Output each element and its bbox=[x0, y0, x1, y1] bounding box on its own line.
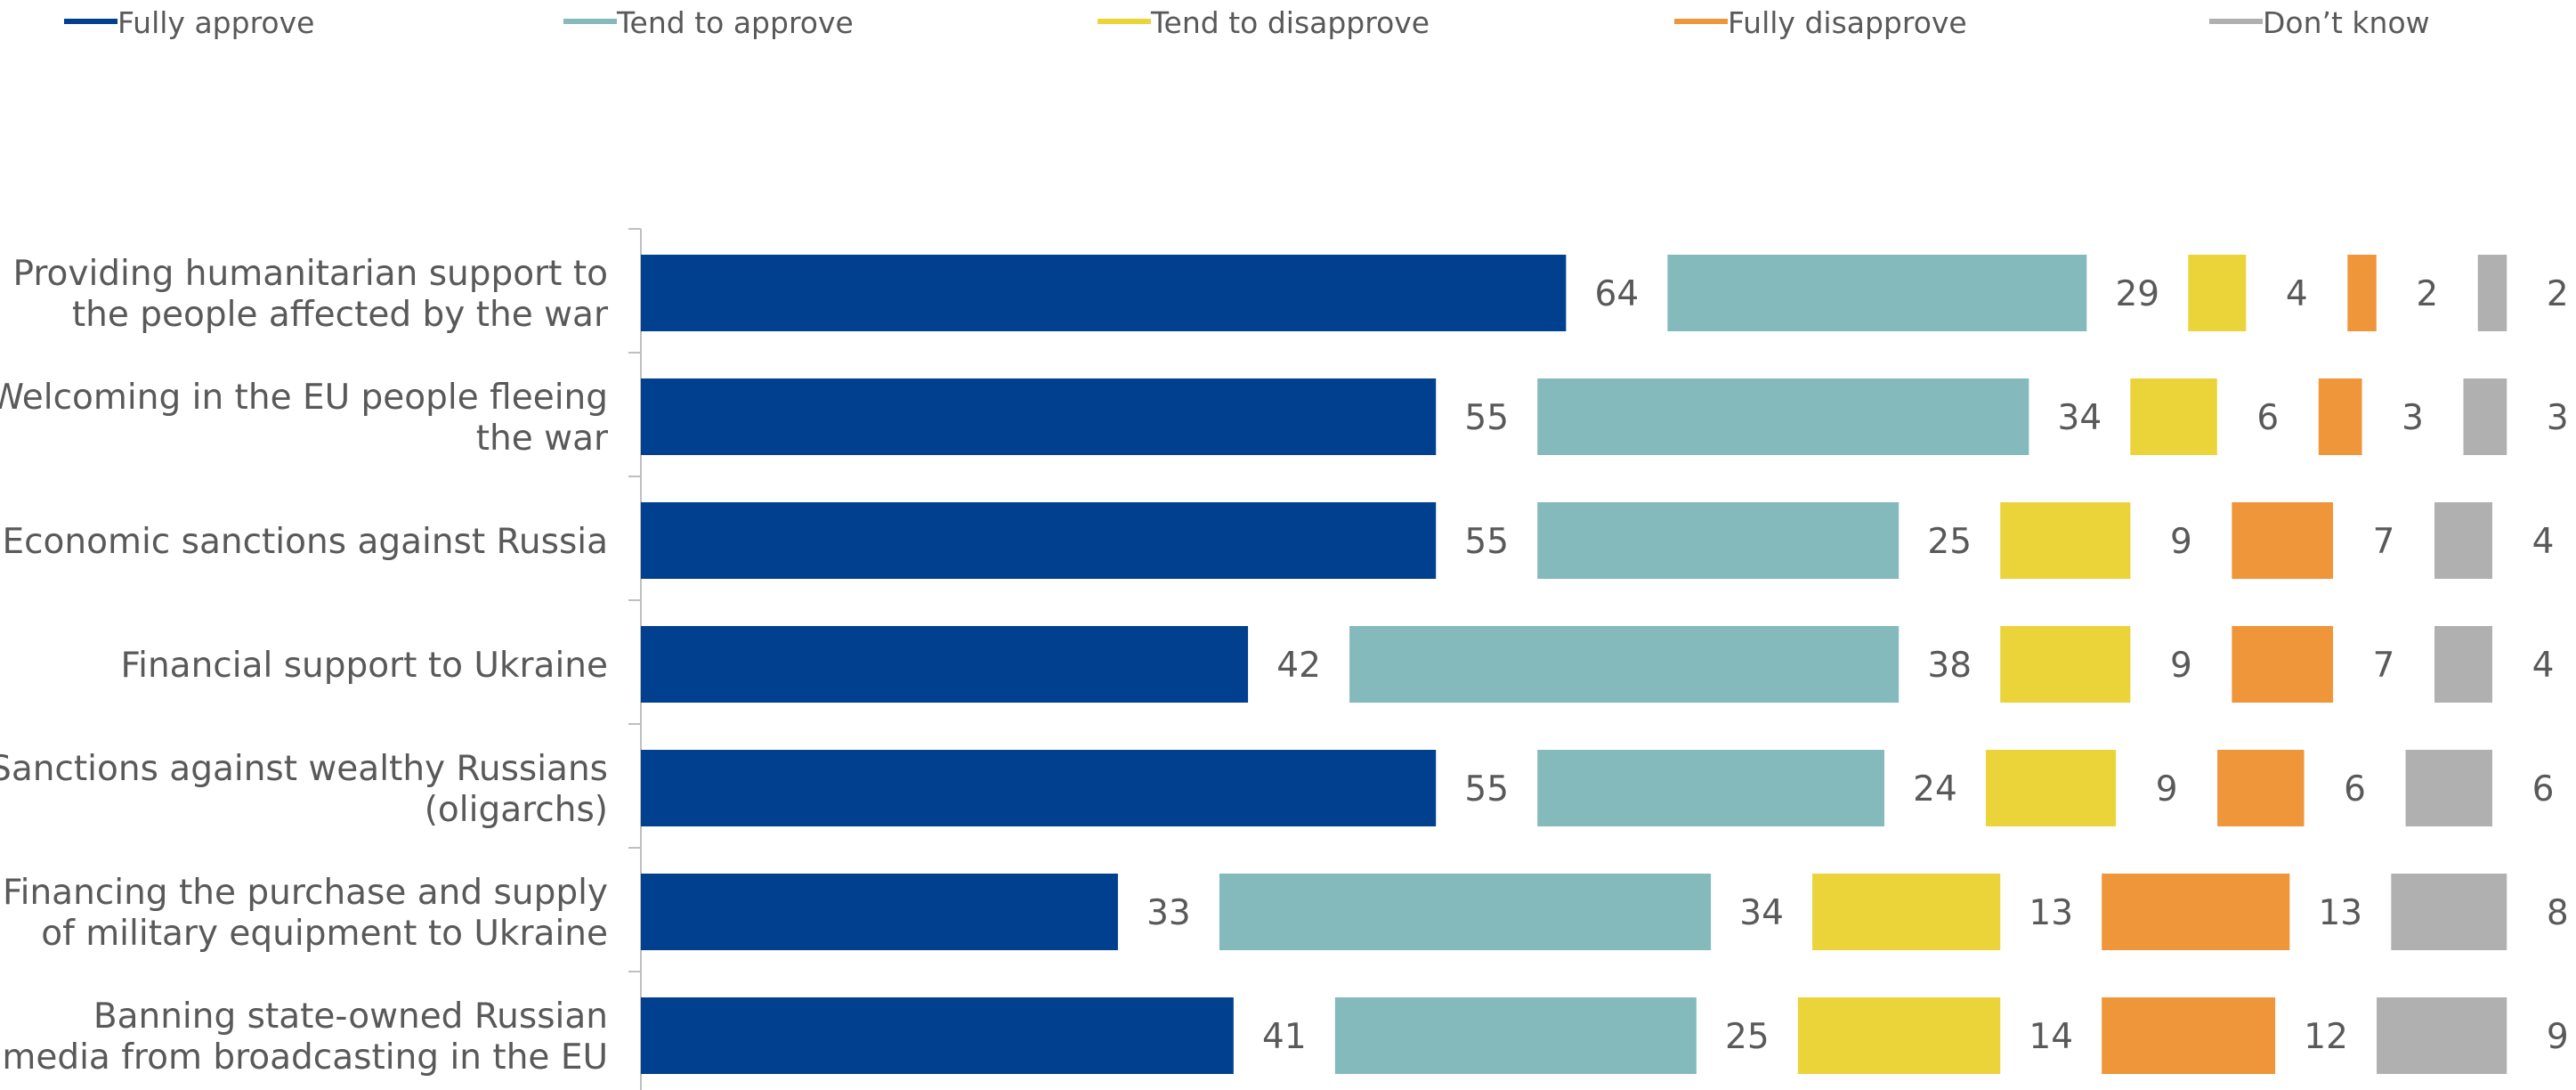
legend-label-tend-to-disapprove: Tend to disapprove bbox=[1150, 5, 1430, 40]
bar-don-t-know bbox=[2391, 874, 2507, 950]
bar-fully-disapprove bbox=[2347, 255, 2377, 331]
category-label: Providing humanitarian support to the peo… bbox=[13, 254, 609, 335]
bar-fully-disapprove bbox=[2102, 874, 2290, 950]
data-label-fully-disapprove: 7 bbox=[2373, 522, 2395, 562]
bar-tend-to-disapprove bbox=[2000, 626, 2131, 703]
category-label: Sanctions against wealthy Russians (oliga… bbox=[0, 749, 608, 830]
data-label-fully-approve: 42 bbox=[1276, 646, 1321, 686]
category-axis bbox=[628, 228, 642, 1090]
data-label-tend-to-disapprove: 6 bbox=[2256, 398, 2279, 438]
data-label-don-t-know: 9 bbox=[2547, 1017, 2569, 1057]
data-label-tend-to-disapprove: 9 bbox=[2170, 646, 2192, 686]
data-label-tend-to-approve: 25 bbox=[1927, 522, 1972, 562]
data-label-fully-disapprove: 12 bbox=[2304, 1017, 2348, 1057]
bar-don-t-know bbox=[2434, 626, 2492, 703]
data-label-fully-approve: 55 bbox=[1464, 769, 1509, 809]
bar-fully-approve bbox=[641, 997, 1234, 1074]
bar-tend-to-approve bbox=[1537, 750, 1884, 826]
data-label-tend-to-disapprove: 14 bbox=[2029, 1017, 2073, 1057]
data-label-fully-approve: 33 bbox=[1146, 893, 1191, 933]
bar-tend-to-disapprove bbox=[2000, 502, 2131, 579]
category-labels: Providing humanitarian support to the peo… bbox=[0, 254, 609, 1078]
data-label-fully-disapprove: 7 bbox=[2373, 646, 2395, 686]
data-label-tend-to-approve: 24 bbox=[1913, 769, 1957, 809]
data-label-fully-disapprove: 2 bbox=[2416, 274, 2438, 314]
data-label-tend-to-approve: 29 bbox=[2115, 274, 2159, 314]
data-label-fully-approve: 55 bbox=[1464, 398, 1509, 438]
bar-fully-disapprove bbox=[2318, 378, 2362, 455]
bar-tend-to-approve bbox=[1537, 378, 2029, 455]
data-label-don-t-know: 3 bbox=[2547, 398, 2569, 438]
data-label-tend-to-disapprove: 9 bbox=[2170, 522, 2192, 562]
bar-tend-to-disapprove bbox=[2130, 378, 2217, 455]
bars bbox=[641, 255, 2507, 1074]
data-label-fully-disapprove: 3 bbox=[2402, 398, 2424, 438]
data-label-fully-approve: 55 bbox=[1464, 522, 1509, 562]
bar-don-t-know bbox=[2434, 502, 2492, 579]
bar-fully-approve bbox=[641, 502, 1437, 579]
category-label: Banning state-owned Russian media from br… bbox=[2, 996, 608, 1078]
category-label: Economic sanctions against Russia bbox=[2, 522, 608, 562]
bar-fully-approve bbox=[641, 378, 1437, 455]
chart-legend: Fully approve Tend to approve Tend to disa… bbox=[64, 5, 2430, 40]
legend-label-tend-to-approve: Tend to approve bbox=[616, 5, 854, 40]
bar-fully-approve bbox=[641, 255, 1567, 331]
bar-fully-approve bbox=[641, 874, 1118, 950]
data-label-fully-disapprove: 6 bbox=[2344, 769, 2366, 809]
data-label-don-t-know: 2 bbox=[2547, 274, 2569, 314]
data-label-don-t-know: 4 bbox=[2532, 522, 2555, 562]
data-label-tend-to-approve: 25 bbox=[1725, 1017, 1770, 1057]
bar-fully-approve bbox=[641, 750, 1437, 826]
bar-tend-to-approve bbox=[1219, 874, 1712, 950]
legend-label-don-t-know: Don’t know bbox=[2263, 5, 2430, 40]
bar-tend-to-approve bbox=[1334, 997, 1697, 1074]
data-label-tend-to-disapprove: 9 bbox=[2156, 769, 2178, 809]
data-label-don-t-know: 4 bbox=[2532, 646, 2555, 686]
category-label: Welcoming in the EU people fleeing the wa… bbox=[0, 378, 609, 459]
bar-fully-disapprove bbox=[2217, 750, 2305, 826]
bar-don-t-know bbox=[2377, 997, 2507, 1074]
data-label-fully-approve: 41 bbox=[1262, 1017, 1307, 1057]
data-label-don-t-know: 8 bbox=[2547, 893, 2569, 933]
data-label-tend-to-disapprove: 13 bbox=[2029, 893, 2073, 933]
bar-fully-disapprove bbox=[2232, 502, 2334, 579]
bar-tend-to-approve bbox=[1349, 626, 1900, 703]
category-label: Financial support to Ukraine bbox=[121, 646, 608, 686]
bar-don-t-know bbox=[2405, 750, 2492, 826]
data-label-tend-to-approve: 34 bbox=[2058, 398, 2102, 438]
bar-tend-to-approve bbox=[1667, 255, 2087, 331]
data-label-fully-approve: 64 bbox=[1595, 274, 1640, 314]
bar-don-t-know bbox=[2463, 378, 2507, 455]
value-labels: 64 29 4 2 255 34 6 3 355 25 9 7 442 38 9 7 455 24 9 6 633 34 1… bbox=[1146, 274, 2569, 1057]
data-label-tend-to-disapprove: 4 bbox=[2286, 274, 2308, 314]
legend-label-fully-disapprove: Fully disapprove bbox=[1728, 5, 1967, 40]
bar-fully-approve bbox=[641, 626, 1249, 703]
bar-tend-to-approve bbox=[1537, 502, 1900, 579]
bar-fully-disapprove bbox=[2232, 626, 2334, 703]
legend-label-fully-approve: Fully approve bbox=[117, 5, 314, 40]
data-label-don-t-know: 6 bbox=[2532, 769, 2555, 809]
bar-tend-to-disapprove bbox=[2188, 255, 2247, 331]
bar-don-t-know bbox=[2477, 255, 2507, 331]
data-label-fully-disapprove: 13 bbox=[2318, 893, 2362, 933]
bar-fully-disapprove bbox=[2102, 997, 2276, 1074]
data-label-tend-to-approve: 34 bbox=[1739, 893, 1784, 933]
data-label-tend-to-approve: 38 bbox=[1927, 646, 1972, 686]
bar-tend-to-disapprove bbox=[1812, 874, 2001, 950]
category-label: Financing the purchase and supply of mili… bbox=[3, 873, 608, 954]
bar-tend-to-disapprove bbox=[1797, 997, 2001, 1074]
bar-tend-to-disapprove bbox=[1985, 750, 2117, 826]
